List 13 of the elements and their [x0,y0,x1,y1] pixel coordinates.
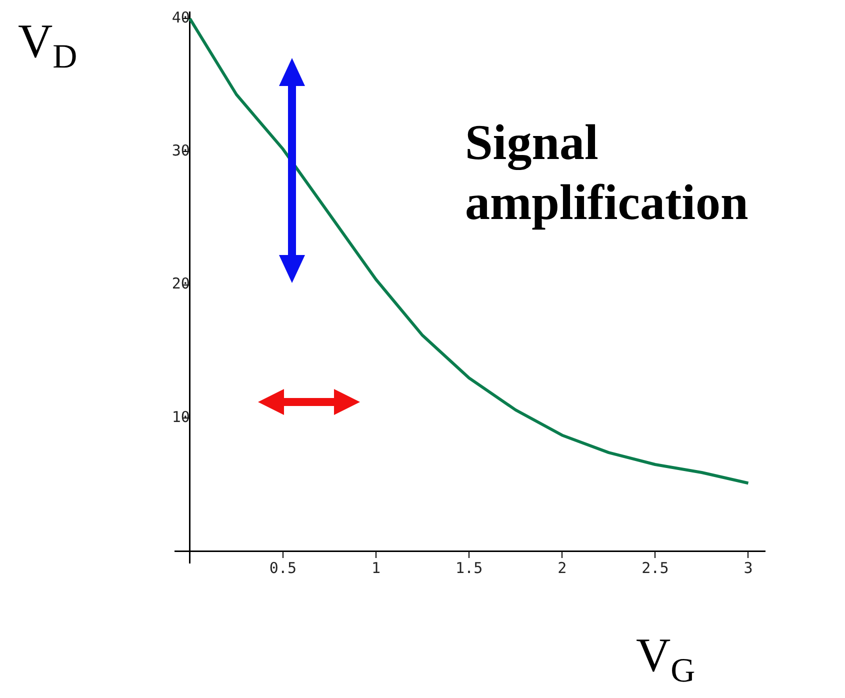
y-tick-label: 20 [172,274,190,293]
x-tick-label: 2.5 [642,558,669,577]
x-axis-title: V$_{G}$ [636,629,696,690]
y-tick-label: 30 [172,142,190,160]
annotation: Signal amplification [465,113,748,232]
x-tick-label: 3 [744,558,753,577]
x-tick-label: 1 [371,558,381,577]
x-tick-label: 2 [558,558,567,577]
y-tick-label: 40 [172,8,190,27]
x-tick-label: 0.5 [269,558,296,577]
x-tick-label: 1.5 [456,558,483,577]
y-axis-title: V$_{D}$ [18,15,78,76]
y-tick-label: 10 [172,408,190,426]
